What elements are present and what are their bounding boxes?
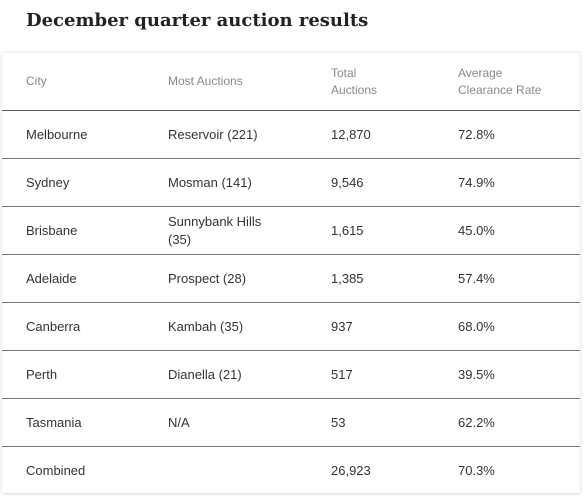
cell-total-auctions: 26,923 <box>331 462 371 478</box>
table-row: Tasmania N/A 53 62.2% <box>2 399 580 447</box>
cell-city: Melbourne <box>26 126 88 142</box>
column-header-total-auctions: Total Auctions <box>331 65 441 99</box>
cell-city: Brisbane <box>26 222 78 238</box>
cell-total-auctions: 12,870 <box>331 126 371 142</box>
auction-results-table: City Most Auctions Total Auctions Averag… <box>2 52 580 493</box>
cell-clearance-rate: 57.4% <box>458 270 495 286</box>
cell-total-auctions: 1,615 <box>331 222 364 238</box>
table-row: Sydney Mosman (141) 9,546 74.9% <box>2 159 580 207</box>
cell-most-auctions: Reservoir (221) <box>168 126 258 142</box>
cell-clearance-rate: 72.8% <box>458 126 495 142</box>
cell-city: Combined <box>26 462 86 478</box>
column-header-rate-line1: Average <box>458 66 503 80</box>
cell-clearance-rate: 39.5% <box>458 366 495 382</box>
cell-clearance-rate: 74.9% <box>458 174 495 190</box>
table-row: Combined 26,923 70.3% <box>2 447 580 494</box>
cell-total-auctions: 937 <box>331 318 353 334</box>
column-header-city: City <box>26 74 47 88</box>
table-body: Melbourne Reservoir (221) 12,870 72.8% Sydne… <box>2 111 580 494</box>
table-row: Canberra Kambah (35) 937 68.0% <box>2 303 580 351</box>
table-row: Adelaide Prospect (28) 1,385 57.4% <box>2 255 580 303</box>
column-header-rate-line2: Clearance Rate <box>458 83 542 97</box>
cell-most-auctions: Kambah (35) <box>168 318 244 334</box>
table-row: Perth Dianella (21) 517 39.5% <box>2 351 580 399</box>
cell-total-auctions: 1,385 <box>331 270 364 286</box>
cell-city: Adelaide <box>26 270 77 286</box>
cell-most-auctions: Sunnybank Hills (35) <box>168 213 262 247</box>
cell-total-auctions: 9,546 <box>331 174 364 190</box>
column-header-clearance-rate: Average Clearance Rate <box>458 65 578 99</box>
column-header-total-line2: Auctions <box>331 83 378 97</box>
column-header-most-auctions: Most Auctions <box>168 74 243 88</box>
cell-clearance-rate: 68.0% <box>458 318 495 334</box>
column-header-total-line1: Total <box>331 66 357 80</box>
cell-most-auctions: Prospect (28) <box>168 270 247 286</box>
cell-city: Perth <box>26 366 58 382</box>
table-row: Melbourne Reservoir (221) 12,870 72.8% <box>2 111 580 159</box>
table-row: Brisbane Sunnybank Hills (35) 1,615 45.0% <box>2 207 580 255</box>
cell-city: Canberra <box>26 318 81 334</box>
cell-clearance-rate: 45.0% <box>458 222 495 238</box>
cell-total-auctions: 53 <box>331 414 346 430</box>
table-header: City Most Auctions Total Auctions Averag… <box>2 53 580 111</box>
cell-most-auctions: Mosman (141) <box>168 174 252 190</box>
cell-city: Sydney <box>26 174 70 190</box>
cell-city: Tasmania <box>26 414 82 430</box>
cell-most-auctions: N/A <box>168 414 190 430</box>
cell-clearance-rate: 70.3% <box>458 462 495 478</box>
cell-total-auctions: 517 <box>331 366 353 382</box>
page-title: December quarter auction results <box>26 10 369 31</box>
cell-clearance-rate: 62.2% <box>458 414 495 430</box>
cell-most-auctions: Dianella (21) <box>168 366 242 382</box>
